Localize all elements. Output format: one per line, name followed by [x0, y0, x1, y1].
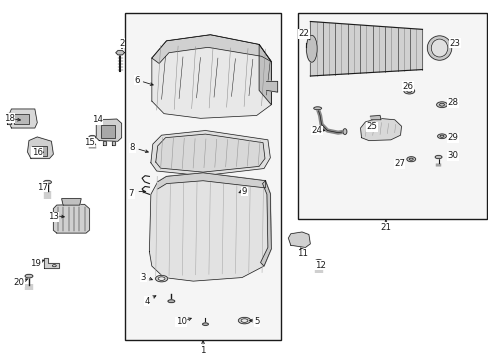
Ellipse shape — [430, 39, 447, 57]
Ellipse shape — [89, 135, 96, 138]
Ellipse shape — [406, 157, 415, 162]
Text: 4: 4 — [144, 297, 149, 306]
Text: 30: 30 — [447, 151, 458, 160]
Polygon shape — [266, 81, 277, 92]
Text: 13: 13 — [48, 212, 59, 221]
Ellipse shape — [25, 274, 33, 278]
Text: 23: 23 — [449, 39, 460, 48]
Text: 25: 25 — [366, 122, 377, 131]
Text: 3: 3 — [141, 273, 146, 282]
Polygon shape — [6, 113, 11, 116]
Polygon shape — [360, 118, 401, 140]
Bar — [125, 13, 281, 339]
Polygon shape — [43, 258, 59, 268]
Text: 28: 28 — [447, 98, 458, 107]
Text: 22: 22 — [298, 29, 309, 38]
Polygon shape — [369, 116, 380, 120]
Polygon shape — [9, 109, 37, 128]
Polygon shape — [61, 199, 81, 205]
Text: 6: 6 — [134, 76, 140, 85]
Text: 19: 19 — [30, 259, 41, 268]
Text: 16: 16 — [32, 148, 42, 157]
Polygon shape — [96, 119, 122, 141]
Ellipse shape — [155, 275, 167, 282]
Text: 7: 7 — [128, 189, 134, 198]
Ellipse shape — [342, 129, 346, 134]
Polygon shape — [6, 122, 11, 125]
Ellipse shape — [313, 107, 321, 110]
Bar — [298, 13, 487, 220]
Polygon shape — [103, 140, 106, 145]
Ellipse shape — [158, 277, 164, 280]
Ellipse shape — [238, 318, 250, 324]
Ellipse shape — [436, 102, 447, 108]
Text: 24: 24 — [310, 126, 322, 135]
Text: 17: 17 — [37, 183, 47, 192]
Ellipse shape — [437, 134, 446, 139]
Ellipse shape — [315, 260, 322, 262]
Text: 15: 15 — [84, 138, 95, 147]
Ellipse shape — [241, 319, 247, 322]
Ellipse shape — [306, 35, 317, 62]
Text: 1: 1 — [200, 346, 205, 355]
Polygon shape — [158, 173, 265, 189]
Polygon shape — [112, 140, 115, 145]
Ellipse shape — [403, 88, 414, 94]
Polygon shape — [152, 35, 271, 63]
Polygon shape — [149, 173, 271, 281]
Polygon shape — [259, 44, 271, 105]
Polygon shape — [288, 232, 310, 247]
Text: 27: 27 — [393, 159, 404, 168]
Text: 5: 5 — [253, 317, 259, 326]
Ellipse shape — [427, 36, 451, 60]
Text: 10: 10 — [175, 317, 186, 326]
Polygon shape — [116, 50, 124, 55]
Text: 20: 20 — [14, 278, 25, 287]
Text: 29: 29 — [447, 133, 458, 142]
Ellipse shape — [167, 300, 174, 303]
Polygon shape — [310, 22, 422, 76]
Ellipse shape — [202, 323, 208, 325]
Text: 18: 18 — [4, 114, 15, 123]
Bar — [101, 125, 115, 138]
Polygon shape — [152, 35, 271, 118]
Text: 8: 8 — [129, 143, 135, 152]
Bar — [32, 145, 47, 156]
Text: 26: 26 — [402, 82, 412, 91]
Ellipse shape — [43, 180, 51, 184]
Polygon shape — [151, 131, 270, 176]
Text: 12: 12 — [314, 261, 325, 270]
Text: 9: 9 — [242, 187, 246, 196]
Ellipse shape — [434, 156, 441, 159]
Text: 11: 11 — [296, 249, 307, 258]
Polygon shape — [260, 181, 271, 266]
Text: 2: 2 — [119, 39, 124, 48]
Polygon shape — [156, 134, 264, 172]
Polygon shape — [27, 137, 53, 158]
Bar — [14, 114, 29, 125]
Polygon shape — [53, 204, 89, 233]
Text: 14: 14 — [92, 115, 102, 124]
Text: 21: 21 — [380, 223, 390, 232]
